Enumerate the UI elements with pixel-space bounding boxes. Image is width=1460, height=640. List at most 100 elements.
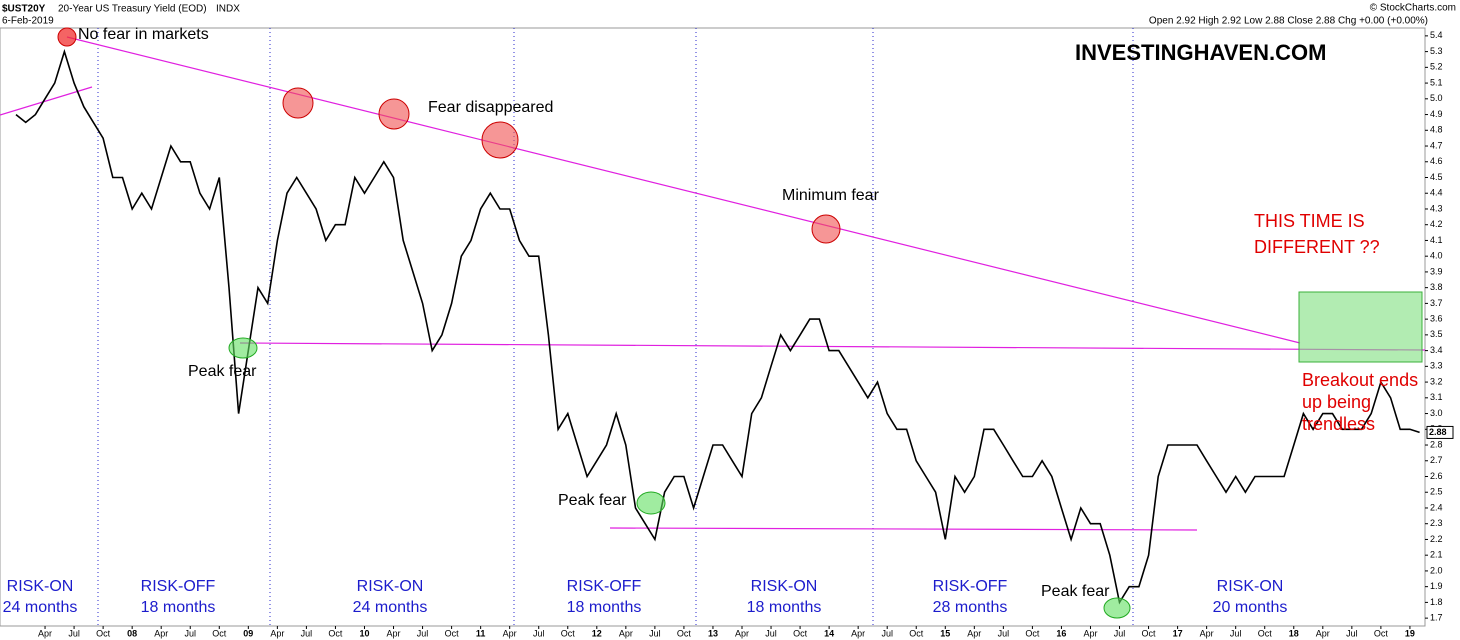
exchange: INDX	[216, 4, 240, 15]
y-tick-label: 2.0	[1430, 565, 1443, 575]
y-tick-label: 3.7	[1430, 298, 1443, 308]
x-tick-label: Apr	[38, 628, 52, 638]
x-tick-label: Jul	[765, 628, 777, 638]
y-tick-label: 2.4	[1430, 502, 1443, 512]
last-value-box	[1426, 425, 1454, 439]
x-tick-label: Jul	[998, 628, 1010, 638]
regime-duration: 18 months	[141, 599, 216, 616]
regime-duration: 24 months	[3, 599, 78, 616]
last-value-label: 2.88	[1429, 427, 1447, 437]
annotation: No fear in markets	[78, 26, 209, 43]
annotation: trendless	[1302, 414, 1375, 434]
y-tick-label: 3.3	[1430, 361, 1443, 371]
x-tick-label: 18	[1289, 628, 1299, 638]
regime-label: RISK-OFF	[567, 578, 642, 595]
y-tick-label: 4.2	[1430, 219, 1443, 229]
x-tick-label: Apr	[619, 628, 633, 638]
regime-label: RISK-ON	[751, 578, 818, 595]
y-tick-label: 4.7	[1430, 140, 1443, 150]
y-tick-label: 4.9	[1430, 109, 1443, 119]
subtitle: 20-Year US Treasury Yield (EOD)	[58, 4, 207, 15]
watermark: INVESTINGHAVEN.COM	[1075, 40, 1326, 65]
x-tick-label: 12	[592, 628, 602, 638]
annotation-lines	[0, 36, 1426, 531]
regime-duration: 18 months	[747, 599, 822, 616]
regime-label: RISK-ON	[7, 578, 74, 595]
annotation: Fear disappeared	[428, 99, 553, 116]
y-tick-label: 3.5	[1430, 329, 1443, 339]
x-tick-label: 09	[243, 628, 253, 638]
x-tick-label: 08	[127, 628, 137, 638]
regime-label: RISK-OFF	[141, 578, 216, 595]
x-tick-label: 19	[1405, 628, 1415, 638]
x-tick-label: Apr	[967, 628, 981, 638]
circles	[57, 27, 1131, 619]
x-tick-label: Oct	[328, 628, 343, 638]
x-tick-label: 11	[476, 628, 486, 638]
x-tick-label: Jul	[417, 628, 429, 638]
regime-duration: 28 months	[933, 599, 1008, 616]
x-tick-label: Apr	[387, 628, 401, 638]
annotation: DIFFERENT ??	[1254, 237, 1380, 257]
y-tick-label: 5.0	[1430, 93, 1443, 103]
y-tick-label: 4.5	[1430, 172, 1443, 182]
x-tick-label: Apr	[735, 628, 749, 638]
y-tick-label: 5.3	[1430, 46, 1443, 56]
x-tick-label: Apr	[270, 628, 284, 638]
y-tick-label: 4.3	[1430, 203, 1443, 213]
x-tick-label: Jul	[1346, 628, 1358, 638]
y-tick-label: 4.0	[1430, 251, 1443, 261]
annotation: Peak fear	[188, 363, 257, 380]
date: 6-Feb-2019	[2, 16, 54, 27]
x-tick-label: Oct	[96, 628, 111, 638]
x-tick-label: Jul	[881, 628, 893, 638]
x-tick-label: Apr	[1316, 628, 1330, 638]
regime-duration: 18 months	[567, 599, 642, 616]
y-tick-label: 4.6	[1430, 156, 1443, 166]
regime-duration: 20 months	[1213, 599, 1288, 616]
x-tick-label: Jul	[301, 628, 313, 638]
x-tick-label: Oct	[793, 628, 808, 638]
y-tick-label: 4.1	[1430, 235, 1443, 245]
y-tick-label: 3.9	[1430, 266, 1443, 276]
annotation: up being	[1302, 392, 1371, 412]
x-tick-label: Oct	[1142, 628, 1157, 638]
y-tick-label: 2.8	[1430, 439, 1443, 449]
y-tick-label: 2.1	[1430, 550, 1443, 560]
x-tick-label: Apr	[1083, 628, 1097, 638]
source: © StockCharts.com	[1370, 3, 1456, 14]
quote: Open 2.92 High 2.92 Low 2.88 Close 2.88 …	[1149, 16, 1428, 27]
x-tick-label: Oct	[1025, 628, 1040, 638]
regime-duration: 24 months	[353, 599, 428, 616]
x-tick-label: Apr	[503, 628, 517, 638]
y-tick-label: 3.2	[1430, 376, 1443, 386]
y-tick-label: 1.9	[1430, 581, 1443, 591]
y-tick-label: 2.3	[1430, 518, 1443, 528]
x-tick-label: Oct	[677, 628, 692, 638]
annotation: THIS TIME IS	[1254, 211, 1365, 231]
y-tick-label: 5.1	[1430, 77, 1443, 87]
annotation: Breakout ends	[1302, 370, 1418, 390]
y-tick-label: 2.5	[1430, 487, 1443, 497]
y-tick-label: 2.6	[1430, 471, 1443, 481]
annotation: Peak fear	[558, 492, 627, 509]
x-tick-label: Oct	[909, 628, 924, 638]
ticker: $UST20Y	[2, 4, 46, 15]
y-tick-label: 3.1	[1430, 392, 1443, 402]
x-tick-label: Oct	[1258, 628, 1273, 638]
x-tick-label: 14	[824, 628, 834, 638]
annotation: Peak fear	[1041, 583, 1110, 600]
x-tick-label: Oct	[1374, 628, 1389, 638]
x-tick-label: 16	[1056, 628, 1066, 638]
regime-label: RISK-OFF	[933, 578, 1008, 595]
x-tick-label: Jul	[1114, 628, 1126, 638]
annotation: Minimum fear	[782, 187, 880, 204]
x-tick-label: Jul	[1230, 628, 1242, 638]
x-tick-label: 15	[940, 628, 950, 638]
x-tick-label: Oct	[445, 628, 460, 638]
y-tick-label: 5.4	[1430, 30, 1443, 40]
y-tick-label: 1.8	[1430, 597, 1443, 607]
x-tick-label: Apr	[154, 628, 168, 638]
